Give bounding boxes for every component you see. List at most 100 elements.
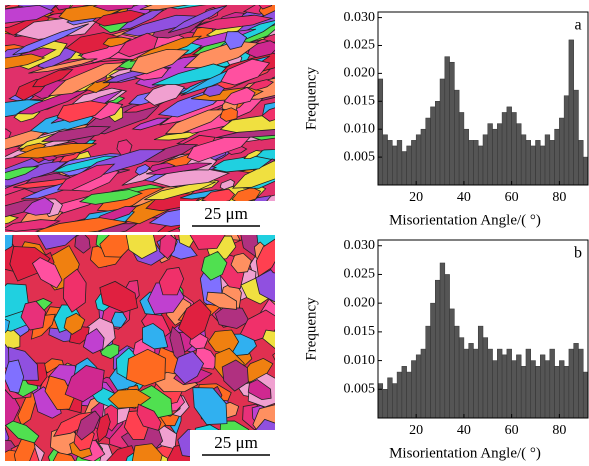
bar	[463, 348, 469, 419]
grain	[169, 325, 186, 365]
grain	[187, 235, 227, 250]
bar	[444, 56, 450, 186]
grain	[50, 451, 80, 461]
grain	[5, 417, 10, 448]
y-tick-label: 0.005	[344, 382, 376, 397]
scale-box	[180, 201, 275, 232]
x-tick-label: 60	[505, 190, 519, 205]
bar	[377, 383, 384, 419]
grain	[243, 150, 263, 160]
grain	[92, 5, 138, 12]
bar	[516, 354, 522, 419]
grain	[5, 235, 14, 253]
grain	[56, 100, 109, 123]
y-tick-label: 0.005	[344, 149, 376, 164]
bar	[563, 366, 570, 419]
bar	[377, 78, 384, 186]
bar	[444, 274, 450, 419]
bar	[406, 145, 412, 186]
bar	[530, 360, 536, 419]
y-tick-label: 0.030	[344, 10, 376, 25]
y-tick-label: 0.020	[344, 295, 376, 310]
bar	[454, 325, 460, 419]
bar	[573, 89, 579, 186]
bar	[535, 140, 541, 186]
scale-label: 25 μm	[204, 204, 248, 223]
grain	[158, 267, 184, 296]
grain	[82, 328, 105, 354]
grain	[12, 23, 89, 56]
grain	[142, 322, 169, 350]
bar	[382, 134, 388, 186]
grain	[177, 299, 212, 340]
x-tick-label: 40	[457, 190, 471, 205]
y-tick-label: 0.025	[344, 38, 376, 53]
grain	[219, 107, 238, 122]
grain	[257, 5, 274, 10]
bar	[573, 343, 579, 419]
grain	[145, 162, 212, 175]
grain	[22, 196, 54, 216]
y-tick-label: 0.015	[344, 94, 376, 109]
plot-frame	[377, 11, 589, 186]
bar	[525, 140, 531, 186]
bar	[401, 151, 407, 186]
bar	[420, 128, 426, 186]
bar	[482, 134, 489, 186]
x-tick-label: 40	[457, 423, 471, 438]
y-tick-label: 0.010	[344, 121, 376, 136]
grain	[139, 5, 217, 10]
bar	[520, 134, 527, 186]
bar	[578, 140, 584, 186]
bar	[425, 117, 431, 186]
grain	[5, 53, 46, 71]
grain	[219, 178, 235, 190]
bar	[559, 360, 565, 419]
y-tick-label: 0.015	[344, 324, 376, 339]
bar	[473, 348, 479, 419]
scale-box	[190, 430, 275, 461]
grain	[129, 48, 190, 75]
bar	[477, 145, 484, 186]
grain	[255, 238, 275, 278]
grain	[261, 105, 275, 122]
bar	[511, 360, 517, 419]
grain	[117, 32, 159, 58]
bar	[454, 89, 460, 186]
bar	[435, 279, 441, 419]
x-tick-label: 20	[409, 190, 423, 205]
bar	[568, 348, 574, 419]
grain	[192, 387, 228, 425]
bar	[487, 123, 493, 186]
y-axis-label: Frequency	[303, 297, 319, 361]
bar	[425, 325, 431, 419]
bar	[506, 348, 512, 419]
grain	[262, 329, 275, 353]
bar	[544, 134, 551, 186]
grain	[131, 117, 170, 131]
grain	[231, 160, 275, 189]
grain	[136, 403, 162, 431]
x-tick-label: 20	[409, 423, 423, 438]
bar	[540, 354, 546, 419]
bar	[468, 343, 474, 419]
bar	[501, 354, 508, 419]
bar	[549, 140, 555, 186]
grain	[173, 350, 205, 385]
bar	[392, 145, 398, 186]
y-tick-label: 0.020	[344, 66, 376, 81]
bar	[578, 348, 584, 419]
grain	[35, 217, 128, 232]
bar	[568, 39, 574, 186]
x-axis-label: Misorientation Angle/( °)	[389, 445, 541, 461]
bar	[439, 78, 446, 186]
grain	[9, 246, 51, 282]
grain	[47, 62, 126, 97]
grain	[220, 58, 271, 86]
grain	[5, 5, 55, 24]
grain	[110, 311, 128, 328]
grain	[223, 87, 256, 106]
bar	[415, 354, 422, 419]
bar	[516, 123, 522, 186]
bar	[582, 156, 589, 186]
